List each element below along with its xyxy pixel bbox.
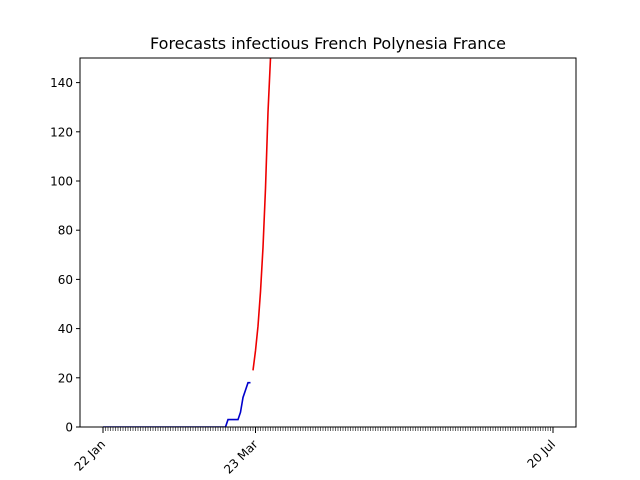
- chart-title: Forecasts infectious French Polynesia Fr…: [150, 34, 506, 53]
- y-axis-ticks: 0 20 40 60 80 100 120 140: [50, 76, 80, 435]
- y-tick-label: 20: [58, 371, 73, 385]
- y-tick-label: 100: [50, 175, 73, 189]
- series-layer: [103, 58, 272, 427]
- series-line-2: [252, 58, 272, 371]
- y-tick-label: 60: [58, 273, 73, 287]
- series-line-1: [103, 381, 251, 427]
- y-tick-label: 140: [50, 76, 73, 90]
- plot-frame: [79, 57, 577, 428]
- y-tick-label: 40: [58, 322, 73, 336]
- x-minor-ticks: [102, 427, 554, 431]
- y-tick-label: 80: [58, 224, 73, 238]
- y-tick-label: 0: [65, 421, 73, 435]
- y-tick-label: 120: [50, 125, 73, 139]
